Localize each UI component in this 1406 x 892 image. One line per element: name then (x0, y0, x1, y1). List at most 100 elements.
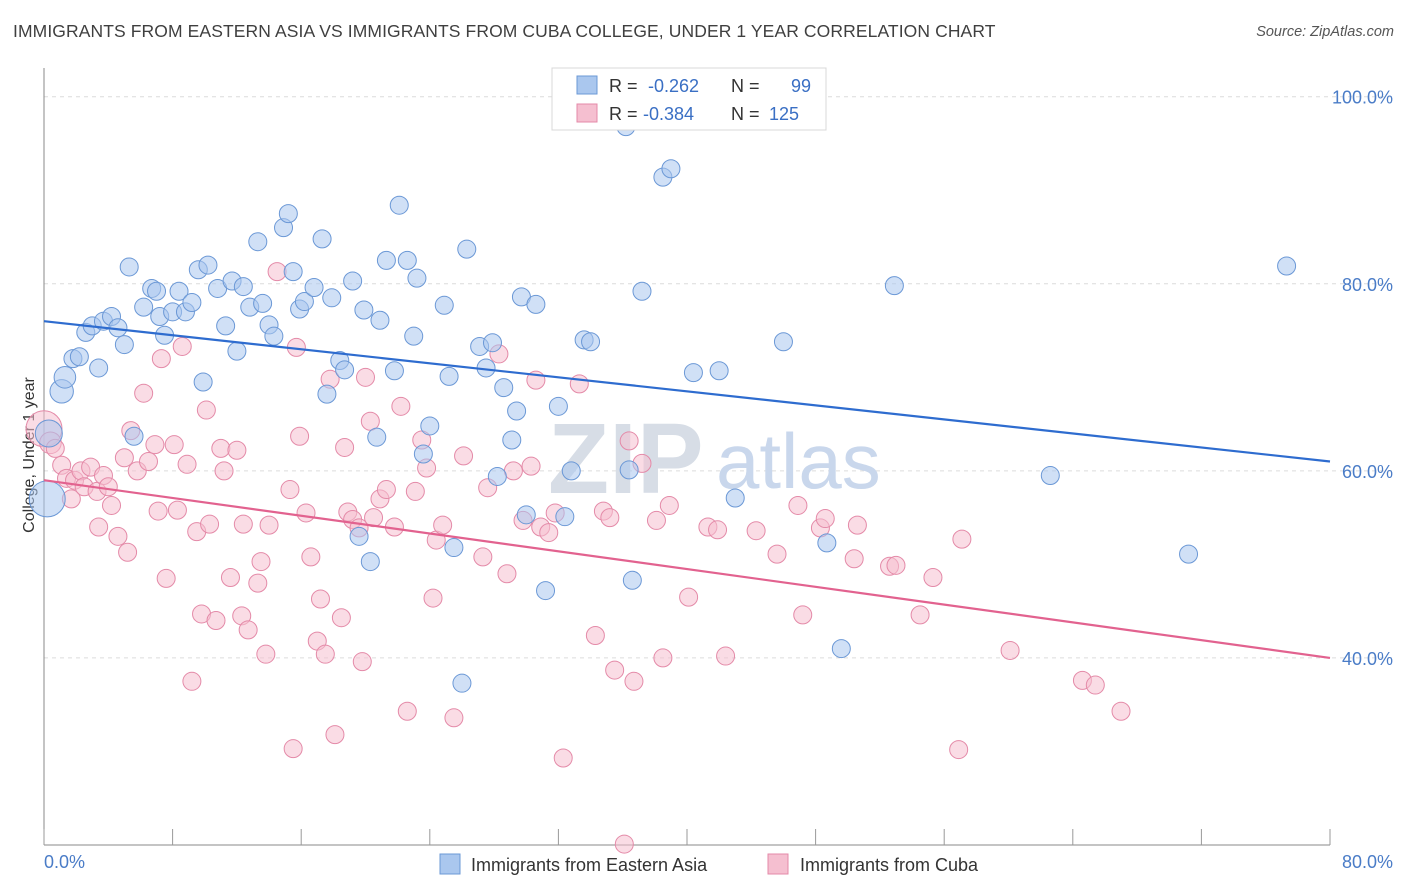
eastern-asia-point (444, 538, 464, 558)
cuba-point (553, 748, 573, 768)
stats-legend-box (551, 67, 827, 131)
cuba-point (433, 515, 453, 535)
bottom-legend-swatch-pink (767, 853, 789, 875)
eastern-asia-point (114, 335, 134, 355)
eastern-asia-point (397, 250, 417, 270)
cuba-point (290, 426, 310, 446)
watermark: ZIP atlas (548, 403, 881, 515)
cuba-point (301, 547, 321, 567)
series-legend: Immigrants from Eastern Asia Immigrants … (439, 853, 979, 875)
eastern-asia-point (294, 292, 314, 312)
cuba-point (280, 480, 300, 500)
cuba-point (89, 517, 109, 537)
cuba-point (397, 701, 417, 721)
legend-swatch-blue (576, 75, 598, 95)
cuba-point (138, 452, 158, 471)
cuba-point (605, 660, 625, 680)
cuba-point (214, 461, 234, 481)
eastern-asia-point (384, 361, 404, 381)
cuba-point (310, 589, 330, 609)
cuba-point (788, 495, 808, 515)
eastern-asia-point (661, 159, 681, 179)
cuba-point (118, 542, 138, 562)
eastern-asia-point (169, 281, 189, 301)
eastern-asia-point (147, 281, 167, 301)
cuba-point (653, 648, 673, 668)
x-ticks (43, 829, 1331, 845)
y-tick-label-60: 60.0% (1342, 462, 1393, 482)
cuba-point (148, 501, 168, 521)
eastern-asia-point (884, 276, 904, 296)
eastern-asia-point (198, 255, 218, 275)
cuba-point (949, 740, 969, 760)
eastern-asia-point (439, 366, 459, 386)
cuba-point (646, 510, 666, 530)
cuba-point (283, 739, 303, 759)
stats-legend: R = -0.262 N = 99 R = -0.384 N = 125 (551, 67, 827, 131)
cuba-point (659, 495, 679, 515)
cuba-point (356, 367, 375, 387)
cuba-point (624, 671, 644, 691)
cuba-point (177, 454, 197, 474)
eastern-asia-point (335, 360, 355, 380)
eastern-asia-point (248, 232, 268, 252)
eastern-asia-point (343, 271, 363, 291)
eastern-asia-point (773, 332, 793, 352)
eastern-asia-point (581, 332, 601, 352)
cuba-point (886, 555, 906, 575)
cuba-point (172, 336, 192, 356)
cuba-point (164, 435, 184, 455)
eastern-asia-point (526, 294, 546, 314)
cuba-point (134, 383, 154, 403)
eastern-asia-point (227, 341, 247, 361)
eastern-asia-point (233, 277, 253, 297)
cuba-point (238, 620, 258, 640)
eastern-asia-point (1179, 544, 1199, 564)
eastern-asia-point (548, 396, 568, 416)
cuba-point (767, 544, 787, 564)
eastern-asia-point (407, 268, 427, 288)
cuba-point (167, 500, 187, 520)
eastern-asia-point (622, 570, 642, 590)
eastern-asia-point (370, 310, 390, 330)
eastern-asia-point (119, 257, 139, 277)
eastern-asia-point (89, 358, 109, 378)
cuba-point (376, 480, 396, 500)
cuba-point (815, 509, 835, 529)
eastern-asia-point (536, 581, 556, 601)
cuba-point (206, 611, 226, 631)
cuba-point (335, 437, 355, 457)
cuba-point (331, 608, 351, 628)
watermark-zip: ZIP (548, 403, 704, 515)
cuba-point (454, 446, 474, 466)
legend-r-value-blue: -0.262 (648, 76, 699, 96)
cuba-point (220, 567, 240, 587)
cuba-point (156, 568, 176, 588)
legend-swatch-pink (576, 103, 598, 123)
y-tick-label-100: 100.0% (1332, 88, 1393, 108)
cuba-point (108, 526, 128, 546)
cuba-point (248, 573, 268, 593)
cuba-point (539, 523, 559, 543)
cuba-point (1111, 701, 1131, 721)
eastern-asia-point (376, 250, 396, 270)
legend-n-label-blue: N = (731, 76, 760, 96)
eastern-asia-point (182, 292, 202, 312)
eastern-asia-point (124, 426, 144, 446)
eastern-asia-point (322, 288, 342, 308)
cuba-point (145, 435, 165, 455)
cuba-point (679, 587, 699, 607)
cuba-point (256, 644, 276, 664)
chart-title: IMMIGRANTS FROM EASTERN ASIA VS IMMIGRAN… (13, 21, 996, 41)
eastern-asia-point (1040, 466, 1060, 486)
eastern-asia-point (349, 526, 369, 546)
eastern-asia-point (632, 281, 652, 301)
eastern-asia-point (725, 488, 745, 508)
eastern-asia-point (434, 295, 454, 315)
eastern-asia-point (482, 333, 502, 353)
cuba-point (391, 396, 411, 416)
x-tick-label-min: 0.0% (44, 852, 85, 872)
trend-lines (43, 320, 1331, 660)
legend-r-label-pink: R = (609, 104, 638, 124)
cuba-point (325, 725, 345, 745)
